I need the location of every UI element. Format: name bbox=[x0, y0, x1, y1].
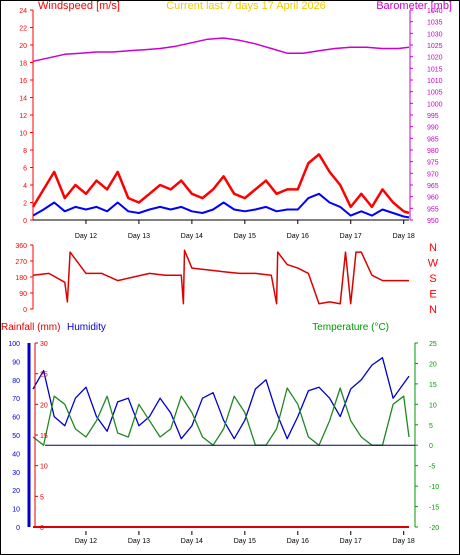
windspeed-tick-label: 14 bbox=[19, 96, 27, 103]
humidity-tick-label: 80 bbox=[12, 378, 20, 385]
humidity-line bbox=[32, 357, 410, 440]
temperature-tick-label: -20 bbox=[429, 525, 439, 532]
wind-average-line bbox=[32, 192, 410, 219]
windspeed-tick-label: 4 bbox=[23, 183, 27, 190]
panel1-day-label: Day 17 bbox=[340, 233, 362, 240]
humidity-tick-label: 100 bbox=[8, 341, 20, 348]
humidity-tick-label: 40 bbox=[12, 451, 20, 458]
panel1-day-label: Day 18 bbox=[393, 233, 415, 240]
barometer-tick-label: 1000 bbox=[427, 101, 443, 108]
temperature-tick-label: -5 bbox=[429, 464, 435, 471]
direction-tick-label: 270 bbox=[15, 259, 27, 266]
temperature-tick-label: 15 bbox=[429, 382, 437, 389]
humidity-tick-label: 60 bbox=[12, 415, 20, 422]
temperature-tick-label: -15 bbox=[429, 505, 439, 512]
barometer-tick-label: 980 bbox=[427, 148, 439, 155]
barometer-tick-label: 975 bbox=[427, 160, 439, 167]
barometer-tick-label: 1030 bbox=[427, 31, 443, 38]
humidity-tick-label: 20 bbox=[12, 488, 20, 495]
barometer-tick-label: 1020 bbox=[427, 55, 443, 62]
compass-label: S bbox=[429, 273, 436, 285]
windspeed-title: Windspeed [m/s] bbox=[38, 0, 120, 12]
panel3-day-label: Day 16 bbox=[287, 538, 309, 545]
barometer-tick-label: 1010 bbox=[427, 78, 443, 85]
humidity-tick-label: 10 bbox=[12, 507, 20, 514]
direction-tick-label: 180 bbox=[15, 275, 27, 282]
rainfall-tick-label: 25 bbox=[40, 372, 48, 379]
barometer-tick-label: 950 bbox=[427, 218, 439, 225]
barometer-tick-label: 960 bbox=[427, 195, 439, 202]
temperature-tick-label: 5 bbox=[429, 423, 433, 430]
windspeed-tick-label: 24 bbox=[19, 8, 27, 15]
barometer-tick-label: 965 bbox=[427, 183, 439, 190]
temperature-tick-label: 25 bbox=[429, 341, 437, 348]
windspeed-tick-label: 2 bbox=[23, 201, 27, 208]
barometer-tick-label: 1025 bbox=[427, 43, 443, 50]
barometer-tick-label: 985 bbox=[427, 136, 439, 143]
barometer-title: Barometer [mb] bbox=[376, 0, 452, 12]
rainfall-tick-label: 5 bbox=[40, 494, 44, 501]
barometer-tick-label: 970 bbox=[427, 171, 439, 178]
rainfall-tick-label: 10 bbox=[40, 464, 48, 471]
windspeed-tick-label: 8 bbox=[23, 148, 27, 155]
panel3-day-label: Day 13 bbox=[128, 538, 150, 545]
compass-label: N bbox=[429, 304, 437, 316]
rainfall-title: Rainfall (mm) bbox=[1, 322, 60, 333]
windspeed-tick-label: 18 bbox=[19, 61, 27, 68]
compass-label: N bbox=[429, 242, 437, 254]
temperature-line bbox=[32, 387, 410, 446]
temperature-tick-label: -10 bbox=[429, 484, 439, 491]
direction-tick-label: 90 bbox=[19, 291, 27, 298]
wind-gust-line bbox=[31, 153, 410, 215]
barometer-tick-label: 1005 bbox=[427, 90, 443, 97]
barometer-tick-label: 995 bbox=[427, 113, 439, 120]
panel3-day-label: Day 17 bbox=[340, 538, 362, 545]
panel1-day-label: Day 13 bbox=[128, 233, 150, 240]
barometer-tick-label: 990 bbox=[427, 125, 439, 132]
direction-tick-label: 0 bbox=[23, 307, 27, 314]
compass-label: W bbox=[428, 258, 439, 270]
wind-direction-line bbox=[32, 249, 409, 305]
panel3-day-label: Day 18 bbox=[393, 538, 415, 545]
windspeed-tick-label: 20 bbox=[19, 43, 27, 50]
panel3-day-label: Day 14 bbox=[181, 538, 203, 545]
temperature-tick-label: 0 bbox=[429, 443, 433, 450]
panel1-day-label: Day 16 bbox=[287, 233, 309, 240]
barometer-tick-label: 955 bbox=[427, 206, 439, 213]
panel3-day-label: Day 15 bbox=[234, 538, 256, 545]
barometer-tick-label: 1035 bbox=[427, 20, 443, 27]
windspeed-tick-label: 22 bbox=[19, 26, 27, 33]
chart-title: Current last 7 days 17 April 2026 bbox=[166, 0, 326, 12]
panel3-day-label: Day 12 bbox=[75, 538, 97, 545]
rainfall-tick-label: 30 bbox=[40, 341, 48, 348]
windspeed-tick-label: 0 bbox=[23, 218, 27, 225]
windspeed-tick-label: 10 bbox=[19, 131, 27, 138]
rainfall-tick-label: 15 bbox=[40, 433, 48, 440]
humidity-tick-label: 70 bbox=[12, 396, 20, 403]
windspeed-tick-label: 16 bbox=[19, 78, 27, 85]
humidity-tick-label: 50 bbox=[12, 433, 20, 440]
barometer-tick-label: 1040 bbox=[427, 8, 443, 15]
windspeed-tick-label: 6 bbox=[23, 166, 27, 173]
humidity-tick-label: 30 bbox=[12, 470, 20, 477]
temperature-tick-label: 10 bbox=[429, 402, 437, 409]
humidity-tick-label: 0 bbox=[16, 525, 20, 532]
barometer-line bbox=[32, 37, 410, 63]
temperature-tick-label: 20 bbox=[429, 361, 437, 368]
rainfall-tick-label: 0 bbox=[40, 525, 44, 532]
panel1-day-label: Day 12 bbox=[75, 233, 97, 240]
compass-label: E bbox=[429, 289, 436, 301]
temperature-title: Temperature (°C) bbox=[312, 322, 389, 333]
windspeed-tick-label: 12 bbox=[19, 113, 27, 120]
direction-tick-label: 360 bbox=[15, 243, 27, 250]
humidity-tick-label: 90 bbox=[12, 359, 20, 366]
humidity-title: Humidity bbox=[67, 322, 106, 333]
panel1-day-label: Day 14 bbox=[181, 233, 203, 240]
barometer-tick-label: 1015 bbox=[427, 66, 443, 73]
rainfall-tick-label: 20 bbox=[40, 402, 48, 409]
panel1-day-label: Day 15 bbox=[234, 233, 256, 240]
